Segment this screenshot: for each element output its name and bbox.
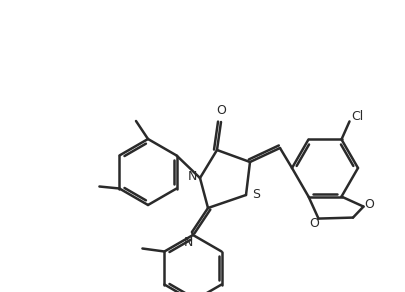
Text: Cl: Cl <box>352 110 364 123</box>
Text: O: O <box>216 104 226 117</box>
Text: N: N <box>187 169 197 182</box>
Text: O: O <box>309 217 320 230</box>
Text: S: S <box>252 189 260 201</box>
Text: O: O <box>364 198 375 211</box>
Text: N: N <box>183 236 193 249</box>
